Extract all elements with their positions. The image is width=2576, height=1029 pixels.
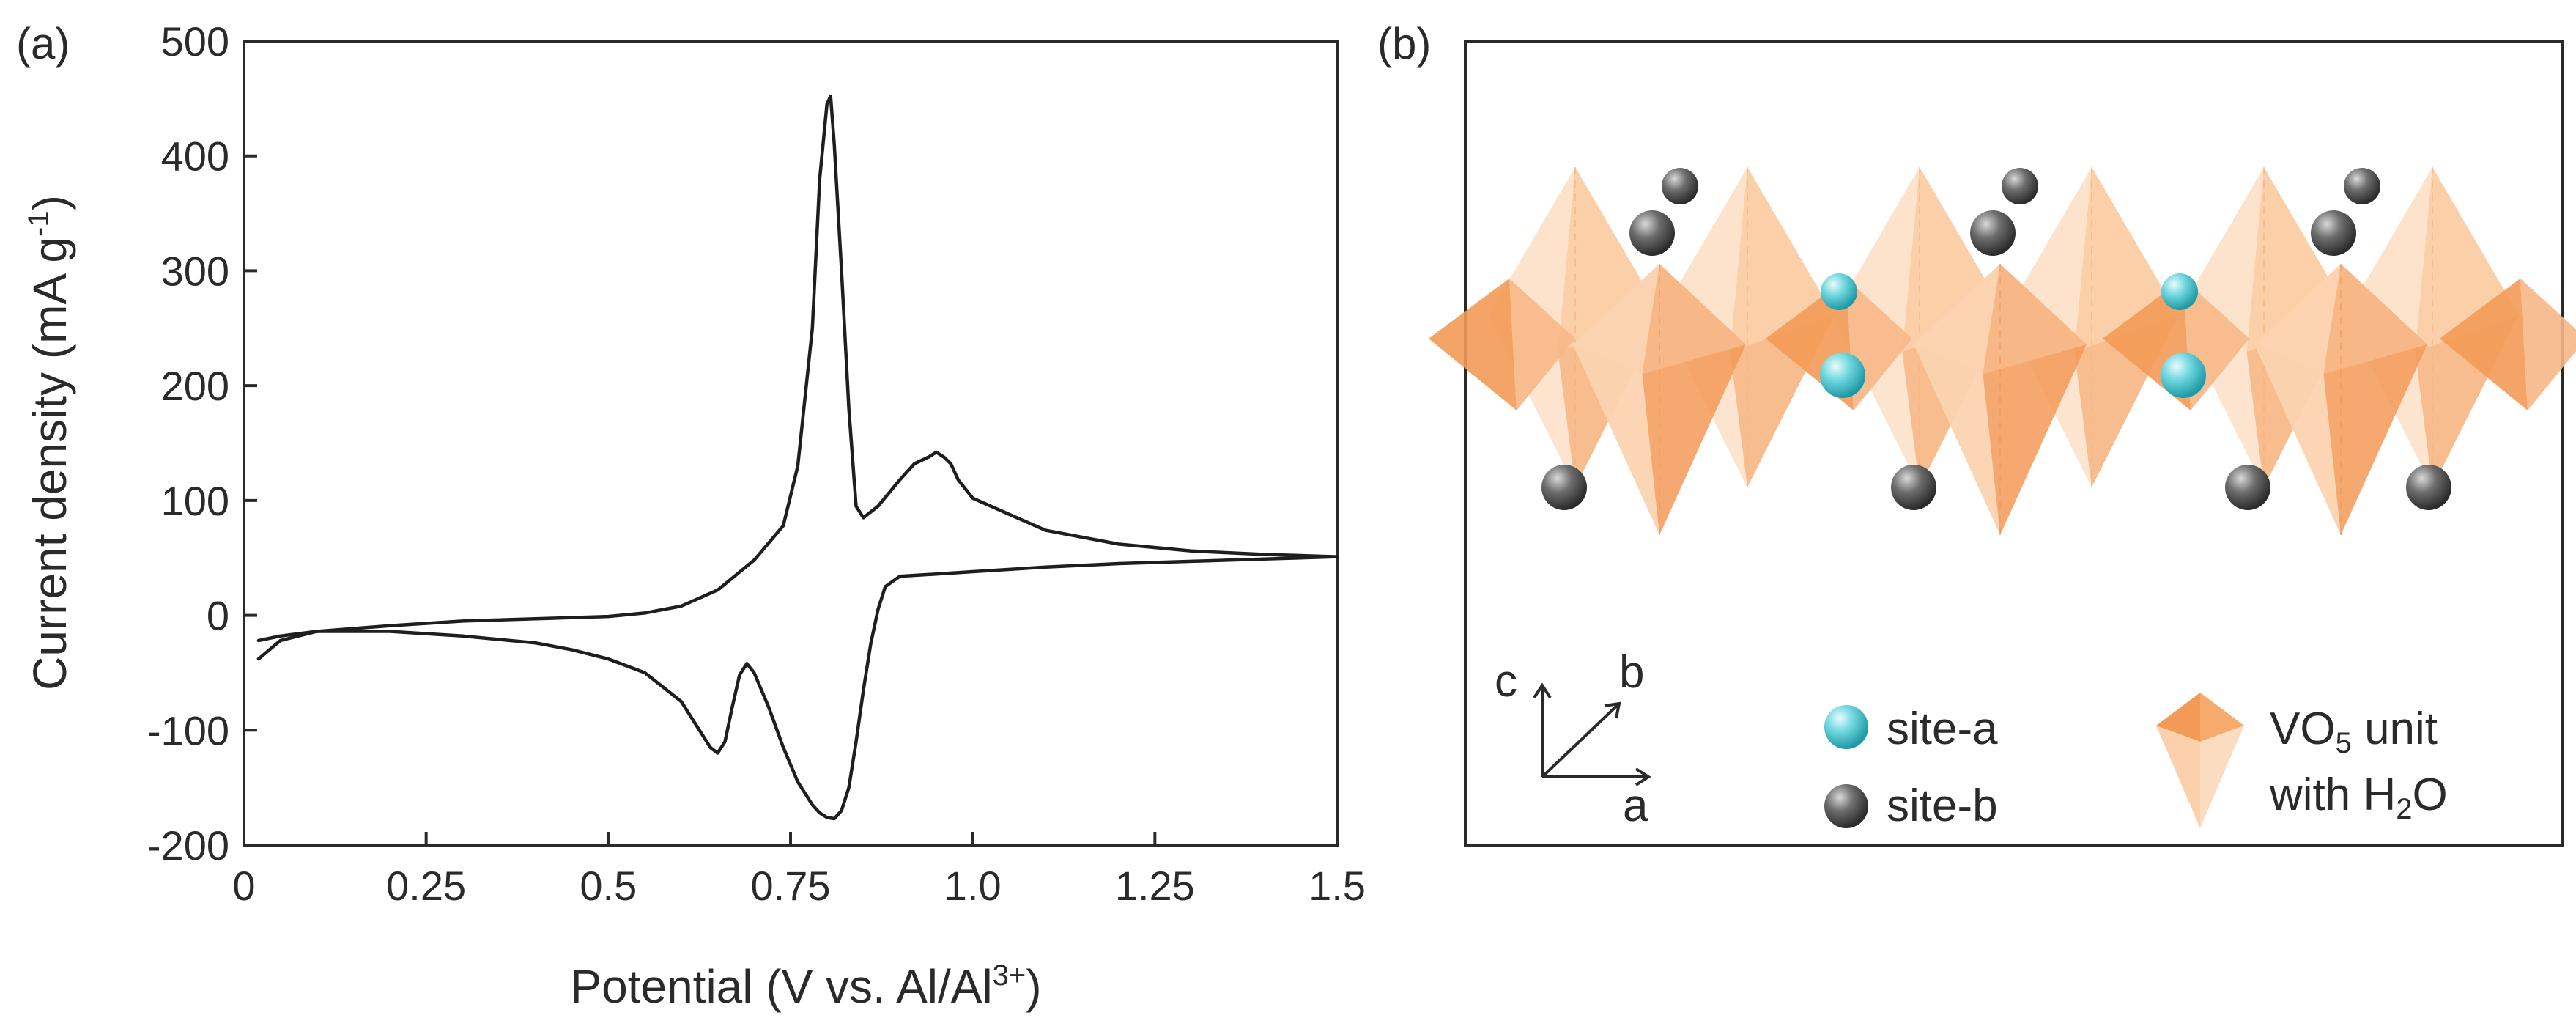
cv-curves — [256, 94, 1339, 821]
x-tick-label: 0.75 — [751, 863, 831, 909]
site-b-atom — [1541, 465, 1587, 510]
site-b-atom — [2225, 465, 2270, 510]
panel-b-label: (b) — [1377, 19, 1431, 68]
x-tick-label: 0.25 — [386, 863, 466, 909]
site-b-atom — [1662, 168, 1698, 204]
site-a-atom — [1821, 273, 1857, 310]
y-axis-ticks: -200 -100 0 100 200 300 400 500 — [147, 18, 257, 868]
crystal-axes — [1533, 682, 1651, 786]
vo5-octahedron — [1914, 264, 2087, 535]
site-b-atom — [1891, 465, 1936, 510]
site-b-atom — [2344, 168, 2380, 204]
site-a-legend-label: site-a — [1887, 704, 1998, 754]
x-tick-label: 0 — [232, 863, 255, 909]
vo5-legend-icon — [2156, 693, 2244, 828]
site-b-atom — [2311, 210, 2356, 256]
vo5-edge-wedge — [2440, 279, 2576, 410]
x-tick-label: 0.5 — [580, 863, 637, 909]
site-b-legend-label: site-b — [1887, 781, 1998, 831]
x-axis-label: Potential (V vs. Al/Al3+) — [570, 959, 1041, 1013]
axis-c-label: c — [1495, 656, 1517, 707]
vo5-legend-line1: VO5 unit — [2270, 704, 2438, 759]
x-axis-ticks: 0 0.25 0.5 0.75 1.0 1.25 1.5 — [232, 832, 1366, 909]
site-a-atom — [2161, 353, 2206, 398]
site-b-atom — [2002, 168, 2038, 204]
axis-b-label: b — [1619, 647, 1644, 698]
site-b-atom — [1970, 210, 2016, 256]
vo5-chain-structure — [1429, 167, 2576, 535]
structure-frame — [1464, 40, 2564, 847]
panel-a-label: (a) — [16, 19, 70, 68]
y-tick-label: 400 — [161, 133, 229, 180]
plot-frame — [243, 40, 1339, 847]
y-tick-label: -200 — [147, 822, 229, 868]
vo5-edge-wedge — [1429, 279, 1575, 410]
y-tick-label: 300 — [161, 248, 229, 294]
site-b-legend-icon — [1824, 784, 1868, 828]
y-tick-label: 0 — [207, 593, 229, 639]
vo5-octahedron — [2254, 264, 2427, 535]
site-a-atom — [1820, 353, 1865, 398]
vo5-octahedron — [1573, 264, 1746, 535]
axis-a-label: a — [1623, 781, 1648, 831]
anodic-sweep-line — [256, 94, 1339, 643]
x-tick-label: 1.5 — [1309, 863, 1366, 909]
y-tick-label: 500 — [161, 18, 229, 64]
site-b-atom — [1629, 210, 1675, 256]
site-a-legend-icon — [1824, 705, 1868, 749]
cathodic-sweep-line — [256, 555, 1339, 821]
y-tick-label: 200 — [161, 363, 229, 409]
site-a-atom — [2161, 273, 2198, 310]
x-tick-label: 1.0 — [944, 863, 1002, 909]
site-b-atom — [2406, 465, 2451, 510]
y-tick-label: 100 — [161, 478, 229, 524]
vo5-legend-line2: with H2O — [2269, 770, 2448, 825]
x-tick-label: 1.25 — [1115, 863, 1195, 909]
y-axis-label: Current density (mA g-1) — [23, 195, 76, 690]
cv-chart: -200 -100 0 100 200 300 400 500 0 0.25 0.5 0.75 1.0… — [23, 18, 1366, 1013]
y-tick-label: -100 — [147, 707, 229, 753]
